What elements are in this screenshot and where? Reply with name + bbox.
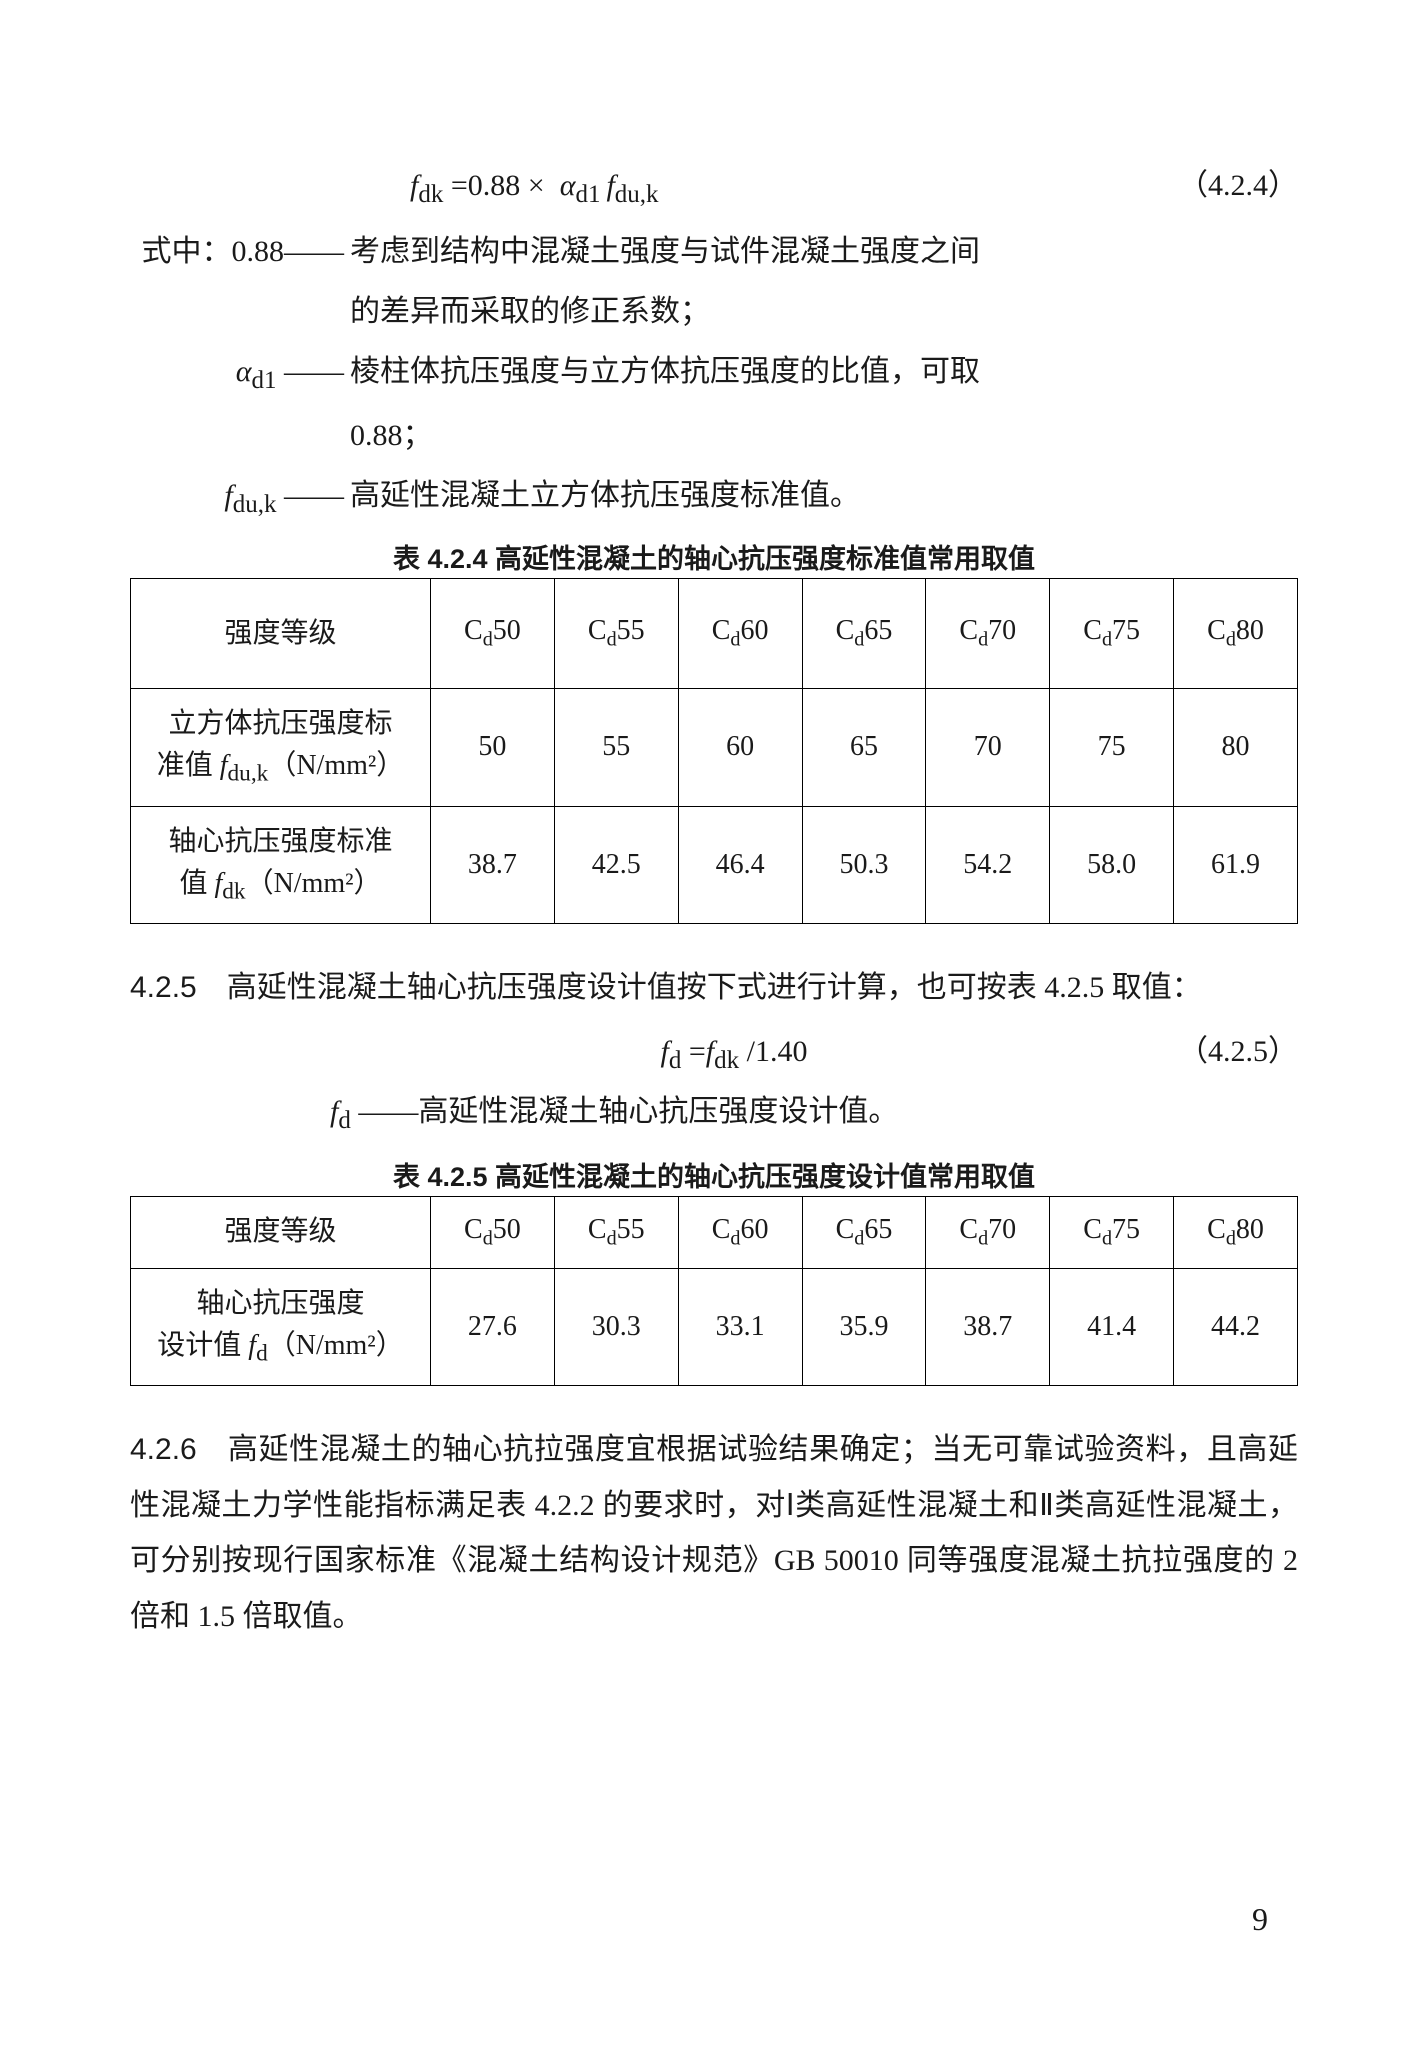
table-header: 强度等级 (131, 1196, 431, 1268)
para-426: 4.2.6 高延性混凝土的轴心抗拉强度宜根据试验结果确定；当无可靠试验资料，且高… (130, 1422, 1298, 1644)
para-425: 4.2.5 高延性混凝土轴心抗压强度设计值按下式进行计算，也可按表 4.2.5 … (130, 960, 1298, 1016)
eqnum-424: （4.2.4） (1148, 160, 1298, 204)
definitions-424: 式中：0.88—— 考虑到结构中混凝土强度与试件混凝土强度之间 的差异而采取的修… (130, 225, 1298, 527)
table-424-caption: 表 4.2.4 高延性混凝土的轴心抗压强度标准值常用取值 (130, 537, 1298, 576)
page-number: 9 (1252, 1901, 1268, 1938)
definitions-425: fd ——高延性混凝土轴心抗压强度设计值。 (130, 1085, 1298, 1143)
formula-425: fd =fdk /1.40 （4.2.5） (130, 1026, 1298, 1075)
table-row: 轴心抗压强度设计值 fd（N/mm²） 27.6 30.3 33.1 35.9 … (131, 1268, 1298, 1386)
table-row: 轴心抗压强度标准值 fdk（N/mm²） 38.7 42.5 46.4 50.3… (131, 806, 1298, 924)
table-header: 强度等级 (131, 579, 431, 689)
table-425-caption: 表 4.2.5 高延性混凝土的轴心抗压强度设计值常用取值 (130, 1155, 1298, 1194)
table-row: 立方体抗压强度标准值 fdu,k（N/mm²） 50 55 60 65 70 7… (131, 689, 1298, 807)
formula-424: fdk =0.88 × αd1 fdu,k （4.2.4） (130, 160, 1298, 209)
table-425: 强度等级 Cd50 Cd55 Cd60 Cd65 Cd70 Cd75 Cd80 … (130, 1196, 1298, 1387)
table-424: 强度等级 Cd50 Cd55 Cd60 Cd65 Cd70 Cd75 Cd80 … (130, 578, 1298, 924)
eqnum-425: （4.2.5） (1138, 1026, 1298, 1070)
